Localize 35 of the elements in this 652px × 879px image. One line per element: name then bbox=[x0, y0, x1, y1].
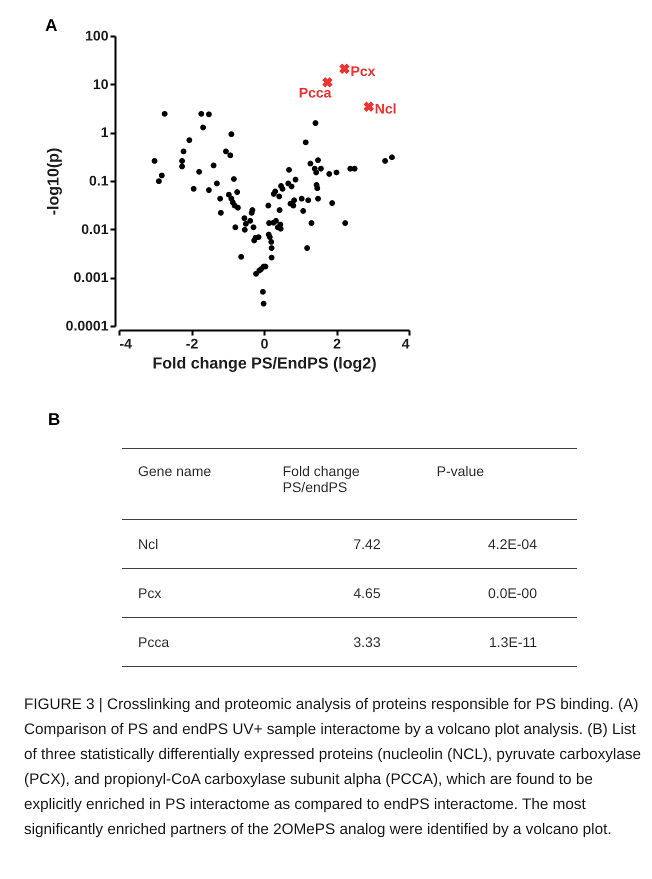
text: 4.2E-04 bbox=[488, 536, 537, 552]
text: 7.42 bbox=[353, 536, 381, 552]
y-tick-label: 0.01 bbox=[81, 220, 109, 237]
annotation: Ncl bbox=[374, 100, 397, 117]
x-tick-label: -2 bbox=[186, 336, 198, 352]
annotation: Pcca bbox=[298, 84, 332, 100]
caption: FIGURE 3 | Crosslinking and proteomic analysis of proteins responsible for PS binding. (A) Comparison of PS and endPS UV+ sample interactome by a volcano plot analysis. (B) List of three statistically differentially expressed proteins (nucleolin (NCL), pyruvate carboxylase (PCX), and propionyl-CoA carboxylase subunit alpha (PCCA), which are found to be explicitly enriched in PS interactome as compared to endPS interactome. The most significantly enriched partners of the 2OMePS analog were identified by a volcano plot. bbox=[24, 695, 642, 840]
category-label: Gene name bbox=[122, 448, 267, 520]
y-tick-label: 0.001 bbox=[73, 269, 109, 286]
text: 4.65 bbox=[353, 585, 381, 601]
text: 1.3E-11 bbox=[489, 634, 537, 650]
text: 0.0E-00 bbox=[488, 585, 537, 601]
text: Pcca bbox=[138, 634, 170, 650]
point bbox=[364, 101, 374, 112]
x-tick-label: -4 bbox=[120, 336, 132, 352]
point bbox=[339, 64, 350, 74]
category-label: Fold change PS/endPS bbox=[266, 448, 421, 520]
y-tick-label: 100 bbox=[85, 28, 109, 44]
annotation: Pcx bbox=[350, 62, 376, 79]
category-label: P-value bbox=[420, 448, 577, 520]
x-tick-label: 4 bbox=[402, 336, 410, 352]
chart-title: A bbox=[45, 16, 58, 35]
y-tick-label: 10 bbox=[92, 76, 109, 92]
text: 3.33 bbox=[353, 634, 381, 650]
y-tick-label: 1 bbox=[100, 124, 109, 140]
y-axis-title: -log10(p) bbox=[46, 148, 63, 216]
text: Ncl bbox=[138, 536, 158, 552]
y-tick-label: 0.1 bbox=[89, 172, 109, 188]
text: Pcx bbox=[138, 585, 162, 601]
x-tick-label: 2 bbox=[333, 336, 342, 352]
x-tick-label: 0 bbox=[260, 336, 269, 352]
x-axis-title: Fold change PS/EndPS (log2) bbox=[152, 356, 377, 372]
point bbox=[322, 77, 333, 88]
y-tick-label: 0.0001 bbox=[66, 318, 109, 334]
text: B bbox=[48, 410, 62, 430]
